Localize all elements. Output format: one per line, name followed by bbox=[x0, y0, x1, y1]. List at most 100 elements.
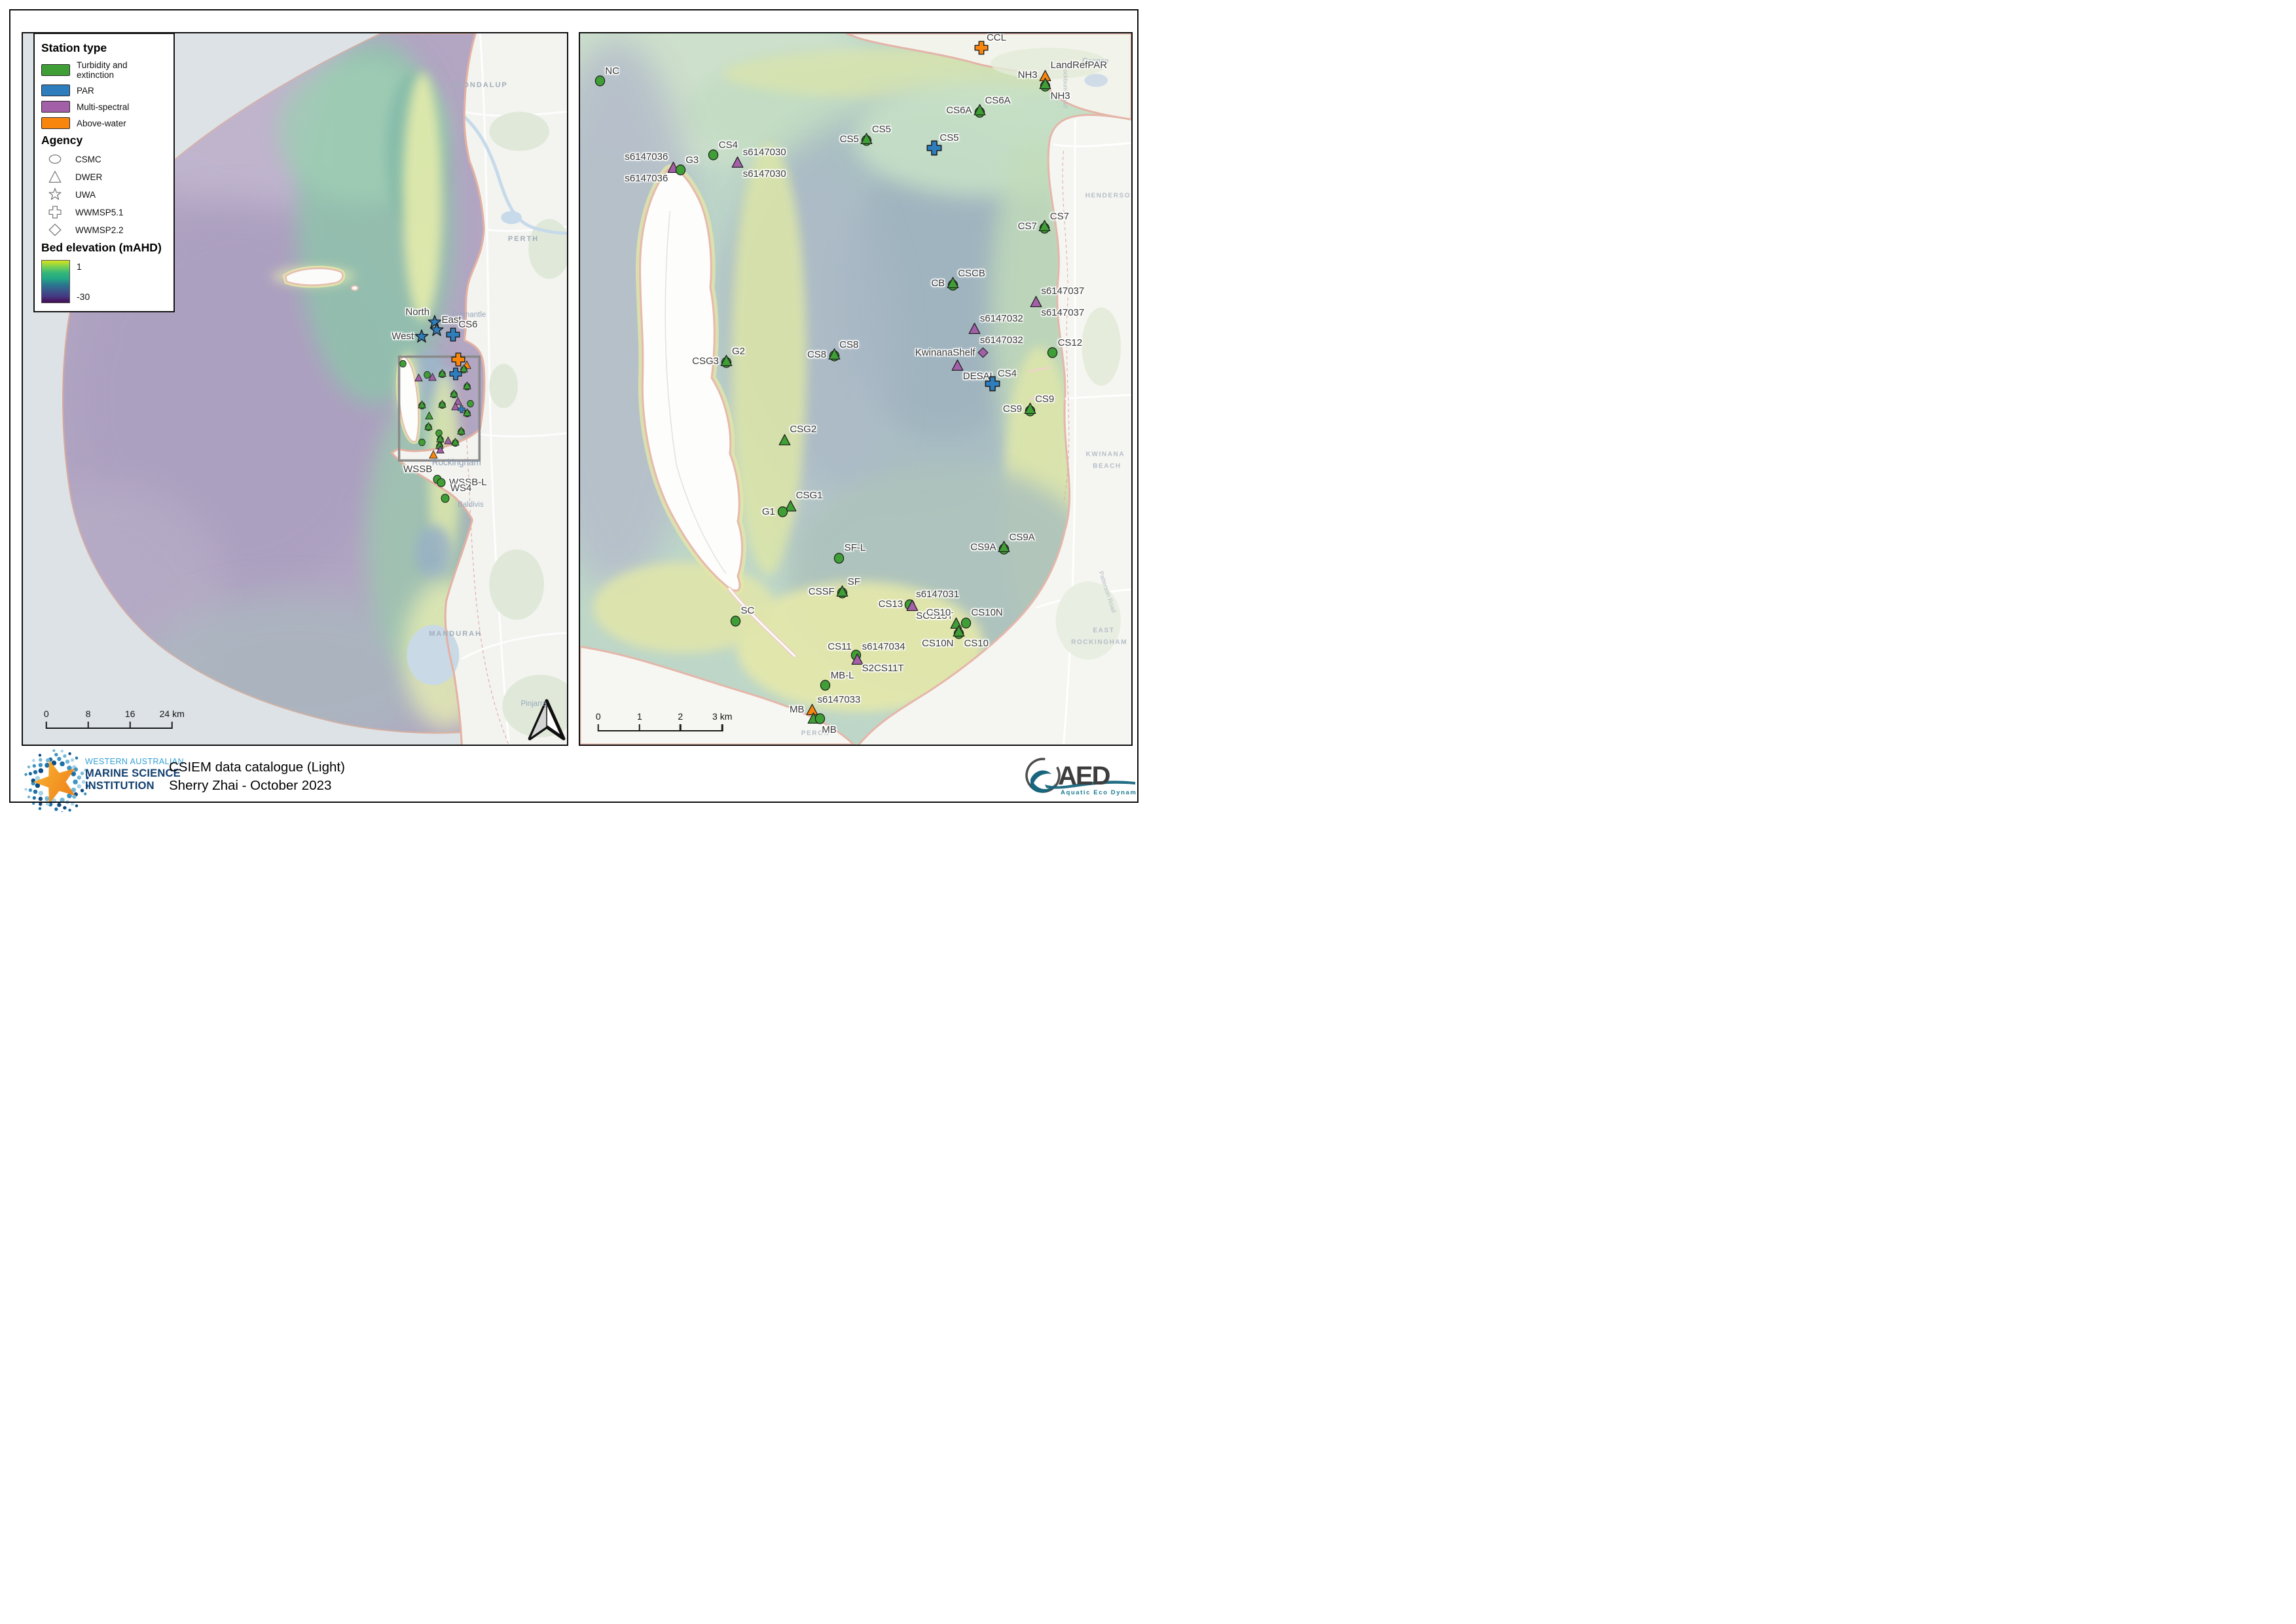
legend-agency-rows: CSMC DWER UWA WWMSP5.1 WWMSP2.2 bbox=[41, 153, 167, 236]
left-map-art bbox=[23, 33, 567, 745]
diamond-legend-icon bbox=[41, 223, 69, 236]
triangle-marker-icon bbox=[998, 541, 1010, 553]
top-land bbox=[845, 33, 1131, 121]
station-label-WSSB-L: WSSB-L bbox=[449, 477, 487, 489]
circle-legend-icon bbox=[41, 153, 69, 166]
triangle-marker-icon bbox=[836, 585, 848, 597]
station-label-CS10N: CS10N bbox=[922, 638, 954, 650]
legend-type-label: Multi-spectral bbox=[77, 101, 130, 112]
station-label-SC: SC bbox=[740, 605, 755, 617]
triangle-marker-icon bbox=[721, 354, 733, 366]
circle-marker-icon bbox=[814, 713, 825, 725]
station-label-CS6A: CS6A bbox=[985, 95, 1011, 107]
aed-acronym: AED bbox=[1058, 762, 1110, 790]
station-label-SF: SF bbox=[847, 576, 860, 587]
station-label-CS5: CS5 bbox=[939, 132, 959, 143]
station-label-CS4: CS4 bbox=[997, 368, 1017, 380]
station-label-NC: NC bbox=[605, 65, 619, 77]
scalebar-tick bbox=[45, 722, 47, 729]
station-label-CS8: CS8 bbox=[839, 339, 859, 350]
station-label-s6147032: s6147032 bbox=[979, 312, 1023, 324]
triangle-marker-icon bbox=[414, 373, 424, 382]
circle-marker-icon bbox=[437, 478, 446, 488]
wamsi-line3: INSTITUTION bbox=[85, 780, 155, 792]
scalebar-tick bbox=[129, 722, 131, 729]
peron-land bbox=[580, 646, 856, 745]
place-label-peron: PERON bbox=[801, 729, 830, 737]
scalebar-tick bbox=[679, 724, 682, 731]
scalebar-label: 0 bbox=[595, 711, 601, 722]
aed-tagline: Aquatic Eco Dynamics bbox=[1061, 789, 1137, 796]
legend-station-type-title: Station type bbox=[41, 41, 107, 54]
bed-max-label: 1 bbox=[77, 261, 82, 272]
triangle-marker-icon bbox=[851, 653, 864, 665]
triangle-marker-icon bbox=[436, 434, 445, 442]
station-label-CS9A: CS9A bbox=[970, 542, 996, 553]
aed-circle-icon bbox=[1025, 758, 1061, 793]
triangle-marker-icon bbox=[424, 422, 433, 430]
station-label-MB-L: MB-L bbox=[830, 669, 854, 681]
triangle-marker-icon bbox=[1024, 403, 1036, 415]
legend-agency-wwmsp2.2: WWMSP2.2 bbox=[41, 223, 167, 236]
station-label-CS11: CS11 bbox=[828, 641, 852, 653]
station-label-West: West bbox=[392, 330, 414, 342]
triangle-marker-icon bbox=[906, 599, 919, 611]
station-label-CS10: CS10 bbox=[964, 638, 989, 650]
place-label-cockburn-road: Cockburn Road bbox=[1061, 65, 1069, 109]
figure-canvas: Station type Turbidity and extinction PAR… bbox=[0, 0, 1148, 812]
legend-agency-label: WWMSP2.2 bbox=[75, 225, 124, 235]
circle-marker-icon bbox=[820, 680, 831, 692]
station-label-CS9: CS9 bbox=[1002, 403, 1023, 415]
plus-legend-icon bbox=[41, 206, 69, 219]
star-marker-icon bbox=[429, 322, 444, 336]
triangle-marker-icon bbox=[1039, 78, 1051, 90]
station-label-CS5: CS5 bbox=[871, 123, 892, 135]
station-label-SF-L: SF-L bbox=[844, 542, 866, 554]
triangle-marker-icon bbox=[784, 500, 797, 511]
legend-color-swatch bbox=[41, 84, 70, 96]
station-label-s6147034: s6147034 bbox=[862, 641, 905, 653]
scalebar-tick bbox=[171, 722, 173, 729]
station-label-CSG1: CSG1 bbox=[795, 490, 823, 502]
station-label-CS7: CS7 bbox=[1049, 211, 1069, 223]
scalebar-tick bbox=[638, 724, 641, 731]
circle-marker-icon bbox=[424, 371, 431, 378]
garden-island bbox=[636, 164, 747, 595]
causeway-road bbox=[727, 587, 796, 657]
bed-min-label: -30 bbox=[77, 291, 90, 302]
legend-panel: Station type Turbidity and extinction PAR… bbox=[33, 33, 175, 312]
bed-elevation-colorbar bbox=[41, 260, 70, 303]
aed-swoosh-icon bbox=[1045, 781, 1135, 789]
circle-marker-icon bbox=[778, 506, 788, 518]
legend-agency-wwmsp5.1: WWMSP5.1 bbox=[41, 206, 167, 219]
station-label-DESAL: DESAL bbox=[962, 371, 995, 382]
place-label-coogee: Coogee bbox=[1082, 58, 1109, 66]
legend-agency-title: Agency bbox=[41, 134, 83, 147]
north-arrow bbox=[528, 699, 566, 741]
wamsi-line2: MARINE SCIENCE bbox=[85, 767, 181, 779]
place-label-henderson: HENDERSON bbox=[1085, 192, 1133, 200]
triangle-marker-icon bbox=[778, 434, 791, 445]
station-label-CB: CB bbox=[931, 278, 945, 289]
plus-marker-icon bbox=[446, 327, 460, 342]
station-label-CS4: CS4 bbox=[718, 139, 738, 151]
triangle-legend-icon bbox=[41, 170, 69, 183]
station-label-CSCB: CSCB bbox=[958, 268, 985, 280]
bed-elevation-legend: 1 -30 bbox=[41, 260, 167, 303]
legend-agency-label: WWMSP5.1 bbox=[75, 207, 124, 217]
plus-marker-icon bbox=[974, 41, 989, 55]
triangle-marker-icon bbox=[438, 369, 446, 377]
station-label-NH3: NH3 bbox=[1017, 69, 1038, 81]
place-label-kwinana: KWINANA bbox=[1085, 451, 1125, 458]
figure-title: CSIEM data catalogue (Light) bbox=[169, 760, 345, 775]
left-map-panel: Station type Turbidity and extinction PAR… bbox=[22, 32, 568, 746]
scalebar-label: 0 bbox=[43, 709, 49, 719]
legend-type-par: PAR bbox=[41, 84, 167, 96]
legend-station-type-rows: Turbidity and extinction PAR Multi-spectra… bbox=[41, 60, 167, 129]
scalebar-tick bbox=[597, 724, 600, 731]
scalebar-tick bbox=[87, 722, 89, 729]
right-bathymetry-shading bbox=[580, 33, 1131, 712]
circle-marker-icon bbox=[399, 360, 407, 368]
mainland bbox=[858, 113, 1131, 745]
triangle-marker-icon bbox=[48, 170, 62, 183]
